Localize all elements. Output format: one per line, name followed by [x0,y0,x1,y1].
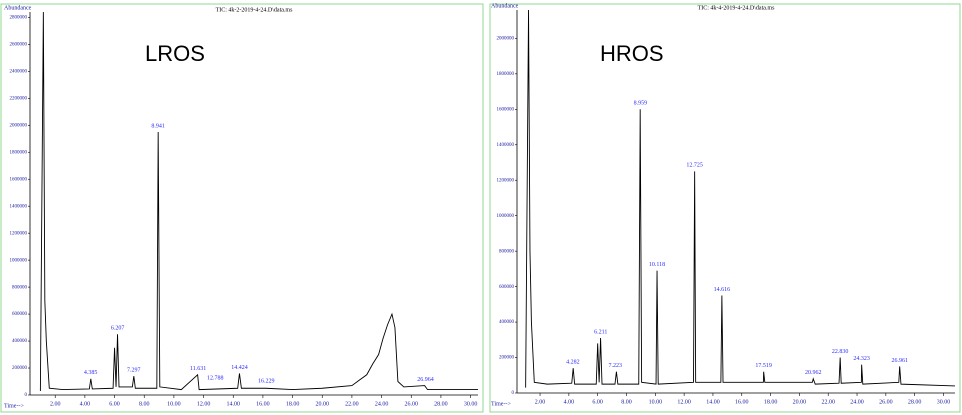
peak-label: 12.725 [686,163,703,169]
y-tick-label: 200000 [499,356,515,361]
peak-label: 6.207 [111,326,125,332]
y-axis-label: Abundance [491,3,519,9]
y-tick-label: 400000 [12,339,28,344]
x-tick-label: 20.00 [793,399,807,405]
x-tick-label: 28.00 [434,401,448,407]
x-axis-label: Time--> [4,403,24,409]
y-tick-label: 0 [25,393,28,398]
x-tick-label: 8.00 [139,401,150,407]
x-tick-label: 6.00 [592,399,603,405]
x-tick-label: 30.00 [464,401,478,407]
x-tick-label: 30.00 [937,399,951,405]
peak-label: 7.297 [127,367,141,373]
y-tick-label: 1800000 [10,150,28,155]
peak-label: 8.959 [634,101,648,107]
x-tick-label: 18.00 [286,401,300,407]
peak-label: 12.788 [207,376,224,382]
y-tick-label: 0 [512,391,515,396]
chart-title: HROS [600,41,664,66]
x-tick-label: 10.00 [649,399,663,405]
x-tick-label: 10.00 [167,401,181,407]
x-tick-label: 18.00 [764,399,778,405]
y-tick-label: 2800000 [10,16,28,21]
y-tick-label: 1000000 [497,214,515,219]
y-tick-label: 2200000 [10,96,28,101]
x-tick-label: 6.00 [109,401,120,407]
x-tick-label: 14.00 [226,401,240,407]
peak-label: 26.964 [417,377,434,383]
peak-label: 17.519 [755,363,772,369]
y-tick-label: 800000 [499,249,515,254]
y-axis-label: Abundance [4,5,32,11]
x-tick-label: 24.00 [375,401,389,407]
y-tick-label: 400000 [499,320,515,325]
chromatogram-line [39,11,478,391]
x-tick-label: 16.00 [256,401,270,407]
y-tick-label: 600000 [12,312,28,317]
x-tick-label: 4.00 [80,401,91,407]
subtitle: TIC: 4k-4-2019-4-24.D\data.ms [698,5,775,11]
x-tick-label: 20.00 [315,401,329,407]
x-tick-label: 16.00 [735,399,749,405]
x-tick-label: 2.00 [50,401,61,407]
y-tick-label: 1200000 [497,178,515,183]
y-tick-label: 2600000 [10,43,28,48]
x-tick-label: 12.00 [677,399,691,405]
peak-label: 26.961 [891,358,908,364]
peak-label: 14.616 [714,287,731,293]
peak-label: 24.323 [853,356,870,362]
y-tick-label: 1400000 [10,204,28,209]
y-tick-label: 1800000 [497,72,515,77]
panel-frame [489,3,961,413]
y-tick-label: 1600000 [497,107,515,112]
y-tick-label: 1000000 [10,258,28,263]
peak-label: 6.211 [594,329,607,335]
peak-label: 8.941 [151,123,165,129]
subtitle: TIC: 4k-2-2019-4-24.D\data.ms [216,7,293,13]
peak-label: 7.223 [609,363,623,369]
peak-label: 16.229 [258,378,275,384]
y-tick-label: 1600000 [10,177,28,182]
peak-label: 4.385 [84,370,98,376]
chromatogram-line [525,9,956,388]
peak-label: 14.424 [231,365,248,371]
x-tick-label: 28.00 [908,399,922,405]
peak-label: 22.830 [832,349,849,355]
peak-label: 20.962 [805,370,822,376]
y-tick-label: 600000 [499,285,515,290]
y-tick-label: 1200000 [10,231,28,236]
x-tick-label: 4.00 [564,399,575,405]
y-tick-label: 2000000 [10,123,28,128]
peak-label: 10.118 [649,262,665,268]
x-tick-label: 14.00 [706,399,720,405]
x-tick-label: 2.00 [535,399,546,405]
x-tick-label: 12.00 [197,401,211,407]
x-tick-label: 26.00 [404,401,418,407]
x-tick-label: 24.00 [850,399,864,405]
peak-label: 11.631 [190,366,206,372]
x-tick-label: 22.00 [821,399,835,405]
x-tick-label: 26.00 [879,399,893,405]
x-tick-label: 22.00 [345,401,359,407]
x-tick-label: 8.00 [621,399,632,405]
chart-title: LROS [145,41,205,66]
peak-label: 4.282 [566,360,580,366]
y-tick-label: 800000 [12,285,28,290]
panel-frame [0,3,484,413]
y-tick-label: 200000 [12,366,28,371]
x-axis-label: Time--> [491,401,511,407]
y-tick-label: 2000000 [497,37,515,42]
y-tick-label: 1400000 [497,143,515,148]
y-tick-label: 2400000 [10,69,28,74]
